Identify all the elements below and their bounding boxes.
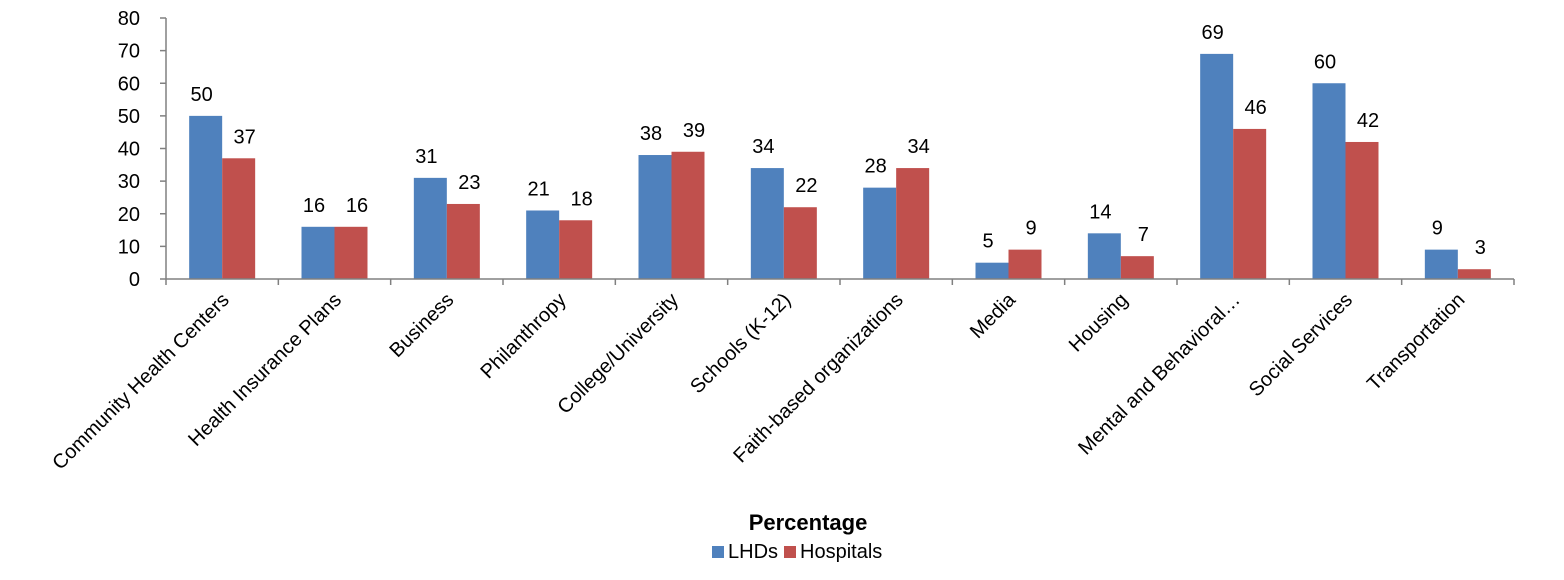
legend: LHDs Hospitals [712, 541, 882, 563]
category-label-11: Transportation [1363, 289, 1469, 395]
y-tick-label: 80 [118, 8, 140, 30]
category-label-5: Schools (K-12) [686, 289, 795, 398]
bar-lhds-0 [189, 115, 223, 279]
bar-hospitals-8 [1120, 256, 1154, 279]
category-label-7: Media [966, 288, 1021, 343]
category-label-3: Philanthropy [477, 289, 571, 383]
bar-hospitals-6 [896, 168, 930, 279]
bar-lhds-6 [863, 187, 897, 279]
data-label-hospitals-9: 46 [1245, 97, 1267, 119]
bar-hospitals-10 [1345, 141, 1379, 279]
y-axis: 0 10 20 30 40 50 60 70 80 [118, 8, 167, 291]
data-label-hospitals-6: 34 [908, 136, 930, 158]
data-label-hospitals-5: 22 [795, 175, 817, 197]
data-label-lhds-3: 21 [528, 178, 550, 200]
legend-swatch-lhds [712, 546, 724, 558]
data-label-lhds-8: 14 [1089, 201, 1111, 223]
category-label-2: Business [385, 289, 458, 362]
bar-lhds-1 [301, 226, 335, 279]
data-label-hospitals-10: 42 [1357, 110, 1379, 132]
bar-lhds-8 [1087, 233, 1121, 279]
bar-lhds-3 [526, 210, 560, 279]
bar-hospitals-7 [1008, 249, 1042, 279]
data-label-lhds-11: 9 [1432, 218, 1443, 240]
data-label-lhds-4: 38 [640, 123, 662, 145]
data-label-hospitals-8: 7 [1138, 224, 1149, 246]
bar-hospitals-11 [1457, 269, 1491, 279]
category-label-0: Community Health Centers [48, 289, 233, 474]
bar-lhds-9 [1200, 53, 1234, 280]
data-label-lhds-9: 69 [1202, 22, 1224, 44]
bar-hospitals-3 [559, 220, 593, 279]
legend-label-hospitals: Hospitals [800, 541, 882, 563]
y-tick-label: 10 [118, 236, 140, 258]
x-axis [165, 278, 1515, 285]
bar-lhds-4 [638, 155, 672, 279]
bar-hospitals-0 [222, 158, 256, 279]
legend-label-lhds: LHDs [728, 541, 778, 563]
bar-lhds-2 [413, 177, 447, 279]
category-label-8: Housing [1065, 289, 1132, 356]
y-tick-label: 70 [118, 41, 140, 63]
data-label-hospitals-0: 37 [234, 126, 256, 148]
data-label-hospitals-2: 23 [458, 172, 480, 194]
category-label-4: College/University [554, 289, 684, 419]
data-label-hospitals-3: 18 [571, 188, 593, 210]
data-label-hospitals-11: 3 [1475, 237, 1486, 259]
y-tick-label: 0 [129, 269, 140, 291]
y-tick-label: 50 [118, 106, 140, 128]
bar-hospitals-9 [1233, 128, 1267, 279]
bar-lhds-11 [1424, 249, 1458, 279]
x-axis-title: Percentage [749, 510, 868, 535]
bar-hospitals-2 [446, 203, 480, 279]
data-label-lhds-5: 34 [752, 136, 774, 158]
data-label-lhds-1: 16 [303, 195, 325, 217]
data-label-hospitals-7: 9 [1025, 218, 1036, 240]
data-label-lhds-10: 60 [1314, 51, 1336, 73]
category-label-10: Social Services [1245, 289, 1357, 401]
data-label-lhds-2: 31 [415, 146, 437, 168]
y-tick-label: 30 [118, 171, 140, 193]
bar-lhds-10 [1312, 83, 1346, 279]
bar-lhds-7 [975, 262, 1009, 279]
bar-hospitals-4 [671, 151, 705, 279]
data-label-lhds-6: 28 [865, 156, 887, 178]
legend-swatch-hospitals [784, 546, 796, 558]
bar-hospitals-5 [783, 207, 817, 279]
y-tick-label: 20 [118, 204, 140, 226]
data-label-hospitals-1: 16 [346, 195, 368, 217]
data-label-lhds-7: 5 [982, 231, 993, 253]
bar-hospitals-1 [334, 226, 368, 279]
y-tick-label: 40 [118, 139, 140, 161]
y-tick-label: 60 [118, 73, 140, 95]
data-label-hospitals-4: 39 [683, 120, 705, 142]
data-label-lhds-0: 50 [191, 84, 213, 106]
bar-lhds-5 [750, 168, 784, 279]
bars [189, 53, 1491, 280]
